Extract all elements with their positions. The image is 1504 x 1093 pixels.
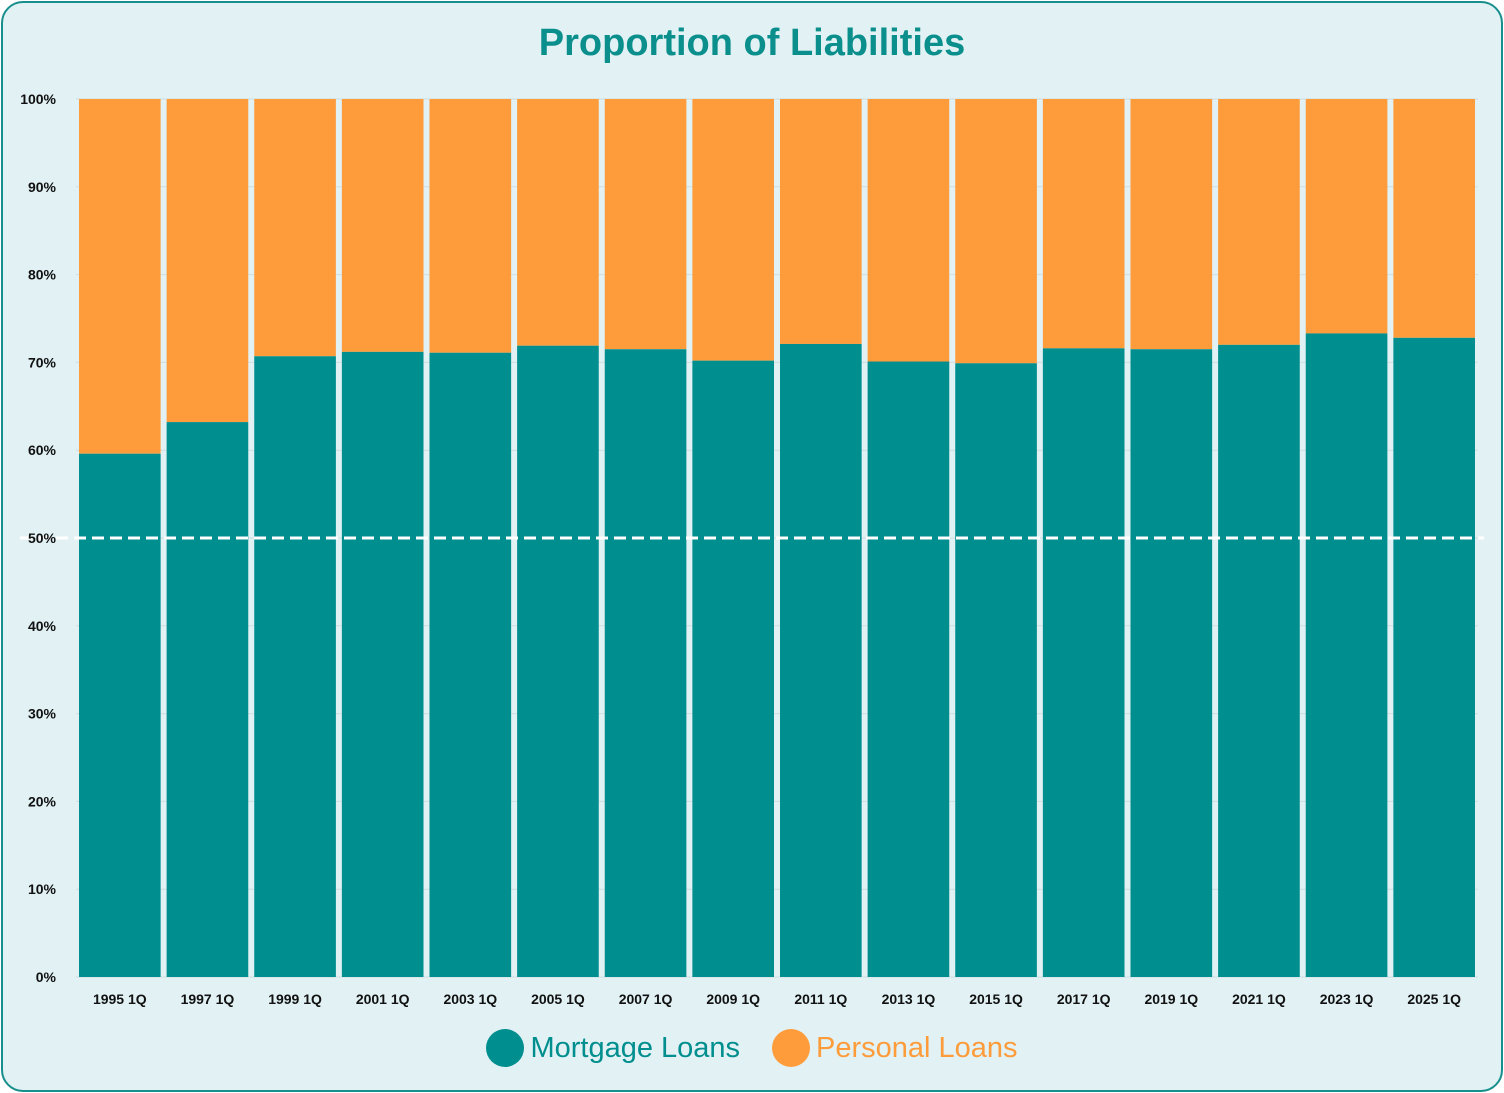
bar-mortgage-loans xyxy=(1305,333,1388,977)
x-tick-label: 1997 1Q xyxy=(181,991,235,1007)
bar-personal-loans xyxy=(604,99,687,350)
y-tick-label: 60% xyxy=(28,442,57,458)
bar-personal-loans xyxy=(1042,99,1125,349)
y-tick-label: 20% xyxy=(28,793,57,809)
bar-mortgage-loans xyxy=(604,349,687,978)
y-tick-label: 70% xyxy=(28,354,57,370)
chart-title: Proportion of Liabilities xyxy=(538,22,966,64)
y-tick-label: 80% xyxy=(28,267,57,283)
bar-personal-loans xyxy=(780,99,862,344)
bar-personal-loans xyxy=(517,99,599,346)
x-tick-label: 1995 1Q xyxy=(93,991,147,1007)
bar-mortgage-loans xyxy=(79,453,161,977)
x-tick-label: 2019 1Q xyxy=(1144,991,1198,1007)
bar-personal-loans xyxy=(341,99,424,352)
y-tick-label: 30% xyxy=(28,706,57,722)
x-tick-label: 1999 1Q xyxy=(268,991,322,1007)
x-tick-label: 2025 1Q xyxy=(1407,991,1461,1007)
bar-mortgage-loans xyxy=(517,345,599,977)
bar-mortgage-loans xyxy=(692,360,774,977)
x-tick-label: 2003 1Q xyxy=(443,991,497,1007)
bar-personal-loans xyxy=(955,99,1037,364)
x-tick-label: 2021 1Q xyxy=(1232,991,1286,1007)
x-tick-label: 2001 1Q xyxy=(356,991,410,1007)
bar-mortgage-loans xyxy=(955,363,1037,977)
bar-mortgage-loans xyxy=(1042,348,1125,977)
x-tick-label: 2011 1Q xyxy=(794,991,847,1007)
bar-personal-loans xyxy=(1305,99,1388,334)
x-tick-label: 2023 1Q xyxy=(1320,991,1374,1007)
bar-personal-loans xyxy=(1130,99,1213,350)
legend-swatch-mortgage xyxy=(486,1029,525,1067)
y-tick-label: 0% xyxy=(36,969,57,985)
bar-personal-loans xyxy=(867,99,950,362)
bar-mortgage-loans xyxy=(341,351,424,977)
bar-personal-loans xyxy=(79,99,161,454)
x-tick-label: 2015 1Q xyxy=(969,991,1023,1007)
bar-mortgage-loans xyxy=(1393,337,1475,977)
bar-personal-loans xyxy=(1218,99,1300,345)
bar-mortgage-loans xyxy=(254,356,336,977)
legend-label-personal: Personal Loans xyxy=(816,1031,1018,1064)
bar-personal-loans xyxy=(254,99,336,357)
x-tick-label: 2013 1Q xyxy=(882,991,936,1007)
bar-personal-loans xyxy=(692,99,774,361)
bar-mortgage-loans xyxy=(1130,349,1213,978)
bar-personal-loans xyxy=(1393,99,1475,338)
chart-legend: Mortgage Loans Personal Loans xyxy=(0,1029,1504,1067)
legend-swatch-personal xyxy=(772,1029,811,1067)
bar-mortgage-loans xyxy=(780,343,862,977)
x-tick-label: 2009 1Q xyxy=(706,991,760,1007)
y-tick-label: 50% xyxy=(28,530,57,546)
y-tick-label: 40% xyxy=(28,618,57,634)
y-tick-label: 90% xyxy=(28,179,57,195)
y-tick-label: 100% xyxy=(20,91,56,107)
legend-item-personal[interactable]: Personal Loans xyxy=(772,1029,1018,1067)
bar-personal-loans xyxy=(429,99,512,353)
legend-label-mortgage: Mortgage Loans xyxy=(530,1031,741,1064)
x-tick-label: 2005 1Q xyxy=(531,991,585,1007)
bar-mortgage-loans xyxy=(867,361,950,978)
x-tick-label: 2017 1Q xyxy=(1057,991,1111,1007)
bar-mortgage-loans xyxy=(166,422,249,977)
legend-item-mortgage[interactable]: Mortgage Loans xyxy=(486,1029,740,1067)
bar-mortgage-loans xyxy=(429,352,512,977)
bar-personal-loans xyxy=(166,99,249,423)
y-tick-label: 10% xyxy=(28,881,57,897)
bar-mortgage-loans xyxy=(1218,344,1300,978)
x-tick-label: 2007 1Q xyxy=(619,991,673,1007)
